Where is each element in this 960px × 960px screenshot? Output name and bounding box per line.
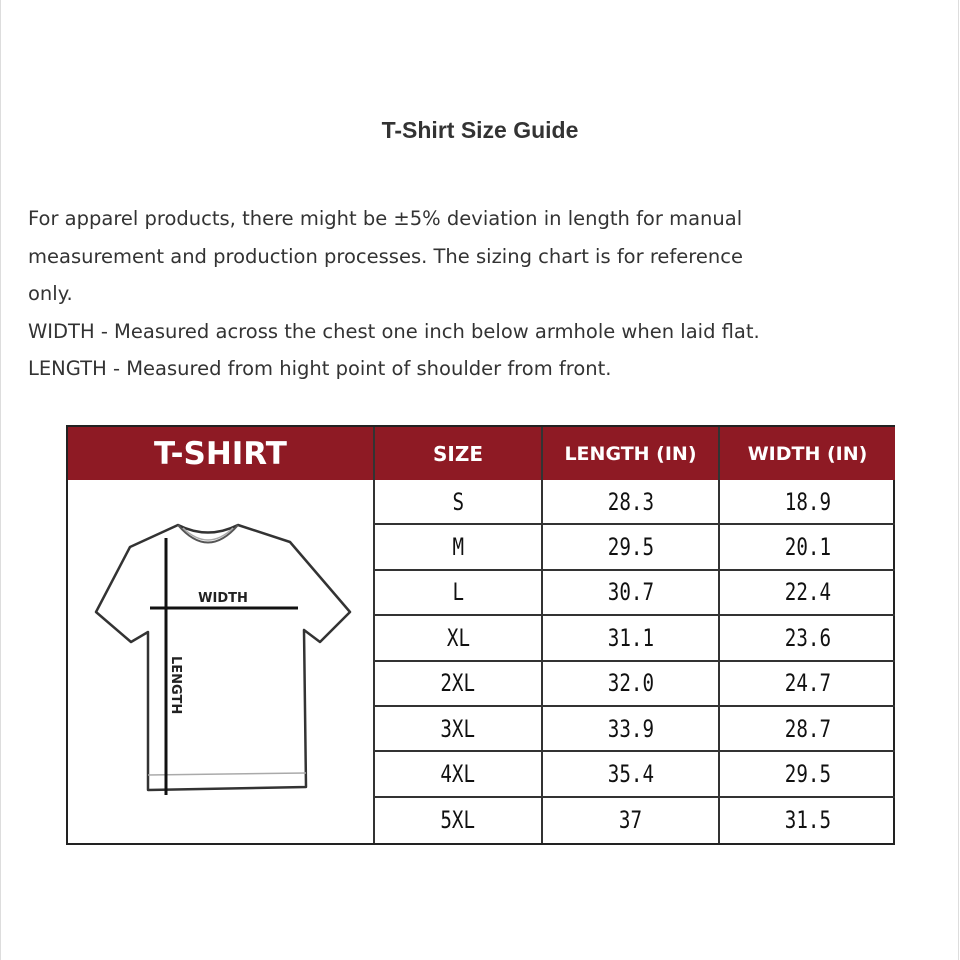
width-value: 23.6	[784, 623, 831, 652]
cell-size: M	[375, 525, 543, 571]
length-value: 29.5	[607, 533, 654, 562]
width-value: 18.9	[784, 487, 831, 516]
size-value: L	[452, 578, 464, 607]
page-title: T-Shirt Size Guide	[381, 117, 579, 143]
header-length: LENGTH (IN)	[543, 427, 720, 480]
width-value: 31.5	[784, 806, 831, 835]
header-tshirt: T-SHIRT	[68, 427, 375, 480]
cell-size: 3XL	[375, 706, 543, 753]
description-line: only.	[28, 282, 73, 305]
cell-size: 5XL	[375, 797, 543, 843]
length-value: 28.3	[607, 487, 654, 516]
cell-length: 33.9	[543, 706, 720, 753]
size-value: M	[452, 533, 464, 562]
length-value: 30.7	[607, 578, 654, 607]
description-line: WIDTH - Measured across the chest one in…	[28, 319, 760, 343]
width-value: 24.7	[784, 669, 831, 698]
width-value: 28.7	[784, 714, 831, 743]
cell-length: 32.0	[543, 661, 720, 707]
size-value: 2XL	[440, 669, 476, 698]
cell-size: S	[375, 480, 543, 526]
length-label: LENGTH	[168, 656, 183, 714]
cell-length: 31.1	[543, 616, 720, 662]
length-value: 37	[618, 806, 643, 835]
cell-width: 24.7	[720, 662, 895, 707]
width-value: 20.1	[784, 533, 831, 562]
width-value: 29.5	[784, 759, 831, 788]
size-value: 4XL	[440, 759, 476, 788]
cell-width: 20.1	[720, 525, 895, 571]
left-border	[0, 0, 1, 960]
tshirt-diagram: WIDTH LENGTH	[68, 480, 375, 843]
tshirt-icon: WIDTH LENGTH	[94, 523, 352, 795]
width-value: 22.4	[784, 578, 831, 607]
cell-length: 28.3	[543, 480, 720, 526]
cell-size: XL	[375, 616, 543, 662]
length-value: 31.1	[607, 623, 654, 652]
size-value: 3XL	[440, 714, 476, 743]
length-value: 35.4	[607, 759, 654, 788]
size-value: 5XL	[440, 806, 476, 835]
header-width: WIDTH (IN)	[720, 427, 895, 480]
cell-width: 18.9	[720, 480, 895, 526]
length-value: 32.0	[607, 669, 654, 698]
header-size: SIZE	[375, 427, 543, 480]
size-value: S	[452, 487, 464, 516]
description-line: For apparel products, there might be ±5%…	[28, 207, 743, 230]
size-value: XL	[446, 623, 470, 652]
description-line: measurement and production processes. Th…	[28, 244, 743, 268]
cell-width: 29.5	[720, 752, 895, 798]
description: For apparel products, there might be ±5%…	[28, 200, 948, 388]
width-label: WIDTH	[198, 591, 248, 606]
cell-width: 22.4	[720, 571, 895, 617]
cell-width: 31.5	[720, 798, 895, 843]
cell-size: L	[375, 570, 543, 617]
cell-length: 30.7	[543, 570, 720, 617]
right-border	[958, 0, 959, 960]
cell-length: 37	[543, 797, 720, 843]
cell-length: 29.5	[543, 525, 720, 571]
description-line: LENGTH - Measured from hight point of sh…	[28, 357, 612, 380]
cell-size: 2XL	[375, 661, 543, 707]
cell-length: 35.4	[543, 752, 720, 798]
cell-width: 28.7	[720, 707, 895, 753]
size-chart: T-SHIRT SIZE LENGTH (IN) WIDTH (IN) WIDT…	[66, 425, 895, 845]
cell-width: 23.6	[720, 616, 895, 662]
cell-size: 4XL	[375, 752, 543, 798]
length-value: 33.9	[607, 714, 654, 743]
